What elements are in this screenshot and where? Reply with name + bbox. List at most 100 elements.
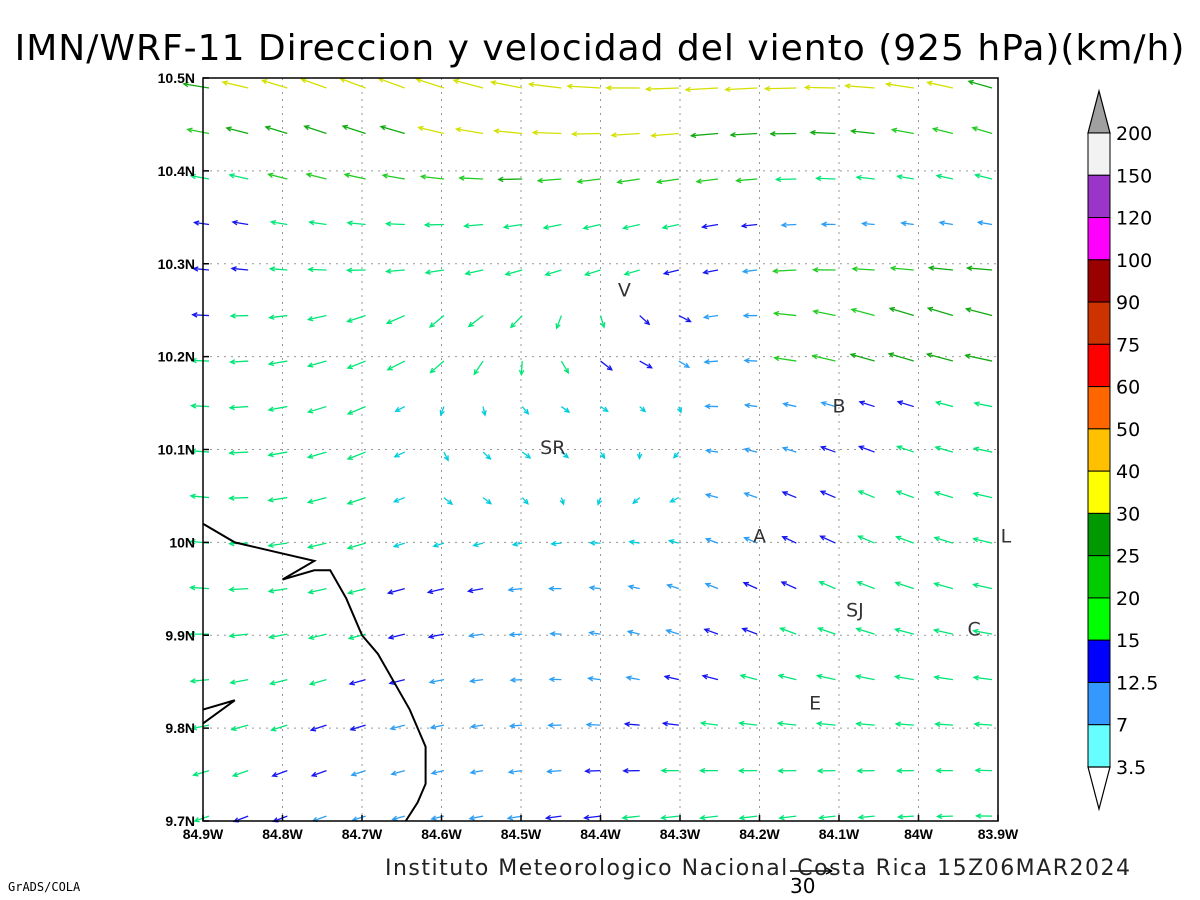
wind-arrow	[469, 633, 484, 637]
wind-arrow-head	[887, 352, 895, 358]
wind-arrow-head	[735, 177, 742, 184]
wind-arrow-head	[303, 124, 310, 131]
wind-arrow-head	[518, 369, 525, 377]
wind-arrow-head	[506, 814, 514, 821]
wind-arrow	[701, 722, 719, 726]
wind-arrow-head	[932, 628, 940, 634]
colorbar-swatch	[1087, 597, 1111, 641]
wind-arrow-head	[229, 679, 236, 685]
wind-arrow-head	[489, 80, 497, 86]
wind-arrow-head	[685, 317, 692, 323]
wind-arrow-head	[189, 539, 196, 545]
wind-arrow	[429, 633, 445, 638]
wind-arrow-head	[803, 84, 811, 91]
wind-arrow-head	[973, 721, 980, 727]
wind-arrow	[705, 583, 719, 590]
wind-arrow	[810, 131, 836, 135]
wind-arrow-head	[341, 124, 349, 131]
wind-arrow-head	[305, 172, 312, 178]
wind-arrow	[702, 223, 719, 228]
wind-arrow-head	[600, 322, 606, 329]
wind-arrow	[896, 723, 914, 726]
wind-arrow	[973, 492, 993, 499]
wind-arrow-head	[640, 406, 647, 413]
wind-arrow-head	[776, 720, 784, 727]
wind-arrow-head	[622, 768, 629, 774]
wind-arrow	[306, 173, 327, 180]
wind-arrow-head	[666, 583, 673, 589]
wind-arrow-head	[467, 321, 474, 328]
wind-arrow	[561, 406, 570, 413]
wind-arrow-head	[856, 768, 863, 774]
wind-arrow-head	[927, 265, 935, 271]
wind-arrow-head	[189, 678, 196, 684]
wind-arrow-head	[938, 220, 945, 226]
wind-arrow-head	[743, 402, 751, 409]
wind-arrow-head	[934, 445, 941, 451]
wind-arrow-head	[820, 401, 827, 407]
wind-arrow-head	[689, 132, 697, 139]
wind-arrow	[774, 357, 797, 362]
wind-arrow-head	[667, 539, 675, 545]
wind-arrow-head	[192, 266, 199, 272]
wind-arrow-head	[704, 492, 712, 499]
wind-arrow	[706, 449, 719, 453]
wind-arrow-head	[660, 814, 667, 821]
wind-arrow	[744, 448, 758, 453]
colorbar-swatch	[1087, 386, 1111, 430]
wind-arrow-head	[900, 220, 907, 227]
wind-arrow	[510, 724, 523, 727]
wind-arrow	[194, 815, 210, 822]
wind-arrow	[782, 536, 797, 544]
wind-arrow-head	[308, 219, 315, 226]
wind-arrow	[429, 678, 445, 684]
wind-arrow-head	[636, 453, 643, 461]
wind-arrow-head	[392, 497, 400, 503]
wind-arrow	[739, 815, 758, 819]
wind-arrow	[510, 315, 523, 328]
wind-arrow-head	[268, 266, 276, 272]
wind-arrow	[504, 223, 523, 228]
wind-arrow-head	[588, 585, 596, 591]
y-tick-label: 9.7N	[165, 813, 195, 829]
wind-arrow-head	[267, 360, 275, 367]
wind-arrow-head	[699, 814, 706, 821]
wind-arrow-head	[193, 817, 200, 823]
wind-arrow-head	[972, 537, 979, 543]
wind-arrow-head	[458, 175, 465, 181]
wind-arrow-head	[390, 770, 397, 776]
wind-arrow-head	[964, 307, 972, 313]
wind-arrow-head	[701, 674, 709, 680]
wind-arrow	[309, 633, 327, 639]
wind-arrow-head	[307, 589, 314, 595]
wind-arrow	[229, 451, 249, 454]
wind-arrow	[929, 267, 953, 271]
wind-arrow-head	[644, 319, 651, 326]
city-label: E	[809, 693, 821, 715]
wind-arrow	[858, 535, 875, 544]
wind-arrow	[742, 223, 758, 227]
wind-arrow	[646, 87, 679, 90]
wind-arrow	[347, 314, 366, 323]
wind-arrow-head	[625, 675, 632, 681]
wind-arrow	[392, 815, 405, 821]
wind-arrow-head	[385, 319, 393, 325]
wind-arrow-head	[662, 269, 670, 276]
wind-arrow	[622, 815, 640, 819]
wind-arrow	[978, 221, 993, 226]
wind-arrow	[778, 722, 797, 726]
wind-arrow-head	[780, 222, 787, 228]
wind-arrow-head	[504, 270, 511, 277]
wind-arrow	[812, 355, 836, 362]
chart-title: IMN/WRF-11 Direccion y velocidad del vie…	[14, 28, 1186, 69]
wind-arrow	[468, 587, 484, 592]
city-label: B	[832, 395, 845, 417]
wind-arrow-head	[627, 584, 634, 590]
x-tick-label: 84.2W	[739, 826, 780, 842]
wind-arrow	[744, 537, 758, 544]
city-label: V	[618, 279, 631, 301]
y-tick-label: 10.2N	[158, 349, 195, 365]
wind-arrow-head	[931, 127, 939, 133]
wind-arrow	[740, 674, 758, 681]
wind-arrow	[194, 221, 210, 226]
